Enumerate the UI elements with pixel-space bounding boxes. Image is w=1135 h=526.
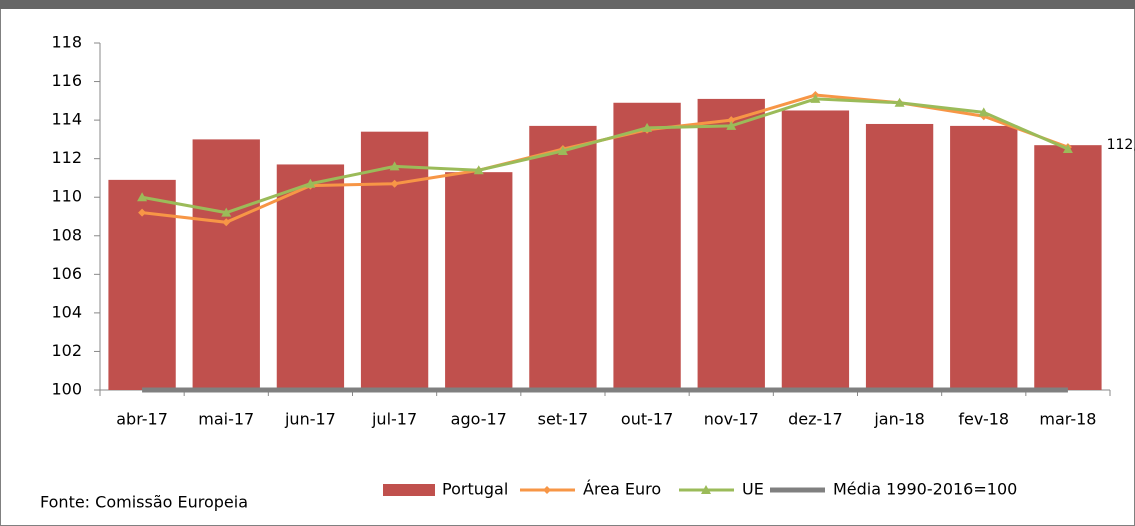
series-line [141,97,1069,215]
y-tick-label: 102 [51,341,82,360]
x-tick-label: mai-17 [198,410,254,429]
bar [697,98,765,391]
y-tick-label: 110 [51,187,82,206]
point-marker [1062,144,1073,154]
bar [1034,145,1102,390]
data-label: 112,7 [1107,137,1135,153]
header-band [0,0,1135,9]
y-tick-label: 100 [51,380,82,399]
x-tick-label: fev-18 [958,410,1009,429]
point-marker [390,179,399,188]
legend-marker [543,486,551,494]
point-marker [894,97,905,107]
x-tick-label: out-17 [621,410,673,429]
point-marker [222,218,231,227]
x-tick-label: dez-17 [788,410,843,429]
legend-label: UE [742,480,764,499]
y-tick-label: 104 [51,302,82,321]
x-tick-label: mar-18 [1039,410,1096,429]
point-marker [138,208,147,217]
x-tick-label: jun-17 [284,410,336,429]
y-tick-label: 118 [51,33,82,52]
point-marker [137,192,148,202]
y-tick-label: 116 [51,71,82,90]
legend-marker [701,485,711,494]
point-marker [978,107,989,117]
legend-swatch [383,484,435,496]
point-marker [473,165,484,175]
x-tick-label: jan-18 [873,410,925,429]
x-tick-label: abr-17 [116,410,168,429]
y-tick-label: 106 [51,264,82,283]
legend-label: Média 1990-2016=100 [833,480,1017,499]
point-marker [642,122,653,132]
point-marker [727,116,736,125]
y-tick-label: 114 [51,110,82,129]
x-tick-label: nov-17 [704,410,759,429]
bar [360,131,429,390]
bar [865,123,934,390]
bar [192,139,260,390]
bar [613,102,681,390]
bar [276,164,345,390]
point-marker [726,120,737,130]
bar [950,125,1018,391]
y-tick-label: 108 [51,225,82,244]
point-marker [389,161,400,171]
legend-label: Portugal [442,480,508,499]
legend-label: Área Euro [583,480,661,499]
x-tick-label: jul-17 [371,410,417,429]
bar [445,172,513,390]
x-tick-label: ago-17 [451,410,507,429]
x-tick-label: set-17 [538,410,589,429]
point-marker [305,178,316,188]
bar [529,125,597,391]
y-tick-label: 112 [51,148,82,167]
bar [781,110,850,390]
point-marker [810,93,821,103]
point-marker [221,207,232,217]
point-marker [557,145,568,155]
source-note: Fonte: Comissão Europeia [40,493,248,512]
